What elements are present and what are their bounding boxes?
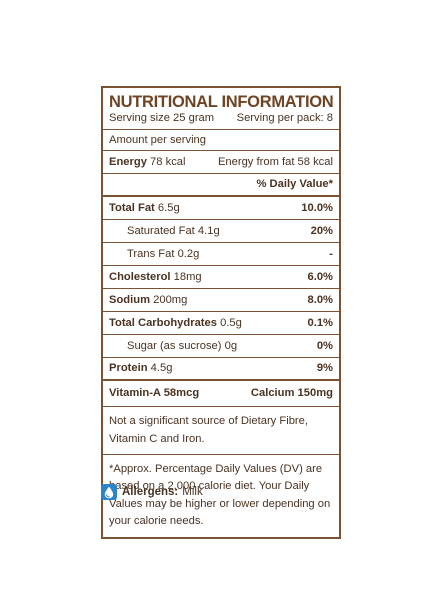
amount-per-serving-row: Amount per serving	[103, 130, 339, 152]
daily-value-header-row: % Daily Value*	[103, 174, 339, 198]
nutrient-row-protein: Protein 4.5g 9%	[103, 358, 339, 382]
nutrient-amount: 0.2g	[177, 247, 200, 260]
energy-from-fat: Energy from fat 58 kcal	[217, 155, 333, 168]
nutrient-label: Protein	[109, 362, 148, 375]
vitamin-a: Vitamin-A 58mcg	[109, 387, 200, 400]
nutrient-row-total-carbohydrates: Total Carbohydrates 0.5g 0.1%	[103, 312, 339, 336]
nutrient-dv: 6.0%	[307, 270, 334, 283]
nutrient-row-total-fat: Total Fat 6.5g 10.0%	[103, 197, 339, 221]
calcium: Calcium 150mg	[250, 387, 333, 400]
amount-per-serving: Amount per serving	[109, 133, 207, 146]
title-block: NUTRITIONAL INFORMATION Serving size 25 …	[103, 88, 339, 131]
allergen-line: Allergens: Milk	[101, 484, 203, 500]
nutrient-dv: 9%	[316, 362, 333, 375]
nutrient-label: Total Carbohydrates	[109, 316, 217, 329]
nutrient-dv: 0%	[316, 339, 333, 352]
nutrition-facts-panel: NUTRITIONAL INFORMATION Serving size 25 …	[101, 86, 341, 539]
nutrient-dv: 0.1%	[307, 316, 334, 329]
nutrient-dv: -	[329, 247, 333, 260]
nutrient-label: Sugar (as sucrose)	[127, 339, 222, 352]
note-sources: Not a significant source of Dietary Fibr…	[103, 407, 339, 456]
nutrient-amount: 4.1g	[197, 224, 220, 237]
nutrient-amount: 0.5g	[220, 316, 242, 329]
vitamins-row: Vitamin-A 58mcg Calcium 150mg	[103, 381, 339, 408]
daily-value-header: % Daily Value*	[256, 178, 334, 191]
nutrient-amount: 0g	[224, 339, 238, 352]
nutrient-label: Cholesterol	[109, 270, 171, 283]
energy-value: 78 kcal	[150, 155, 186, 168]
serving-line: Serving size 25 gram Serving per pack: 8	[109, 112, 333, 125]
nutrient-dv: 20%	[310, 224, 333, 237]
energy-label: Energy	[109, 155, 147, 168]
nutrient-row-cholesterol: Cholesterol 18mg 6.0%	[103, 266, 339, 290]
nutrient-dv: 8.0%	[307, 293, 334, 306]
serving-size: Serving size 25 gram	[109, 112, 215, 125]
allergens-value: Milk	[182, 486, 203, 498]
nutrient-row-trans-fat: Trans Fat 0.2g -	[103, 243, 339, 267]
nutrient-label: Sodium	[109, 293, 151, 306]
nutrient-label: Saturated Fat	[127, 224, 195, 237]
nutrient-row-sodium: Sodium 200mg 8.0%	[103, 289, 339, 313]
allergens-label: Allergens:	[122, 486, 179, 498]
nutrient-row-saturated-fat: Saturated Fat 4.1g 20%	[103, 220, 339, 244]
panel-title: NUTRITIONAL INFORMATION	[109, 93, 334, 111]
energy-row: Energy 78 kcal Energy from fat 58 kcal	[103, 151, 339, 175]
serving-per-pack: Serving per pack: 8	[236, 112, 333, 125]
nutrient-row-sugar: Sugar (as sucrose) 0g 0%	[103, 335, 339, 359]
nutrient-amount: 18mg	[173, 270, 202, 283]
nutrient-amount: 200mg	[153, 293, 188, 306]
nutrient-amount: 6.5g	[157, 201, 180, 214]
milk-drop-icon	[101, 484, 117, 500]
nutrient-label: Total Fat	[109, 201, 155, 214]
note-daily-values: *Approx. Percentage Daily Values (DV) ar…	[109, 463, 331, 528]
nutrient-amount: 4.5g	[150, 362, 173, 375]
nutrient-label: Trans Fat	[127, 247, 175, 260]
nutrient-dv: 10.0%	[301, 201, 333, 214]
